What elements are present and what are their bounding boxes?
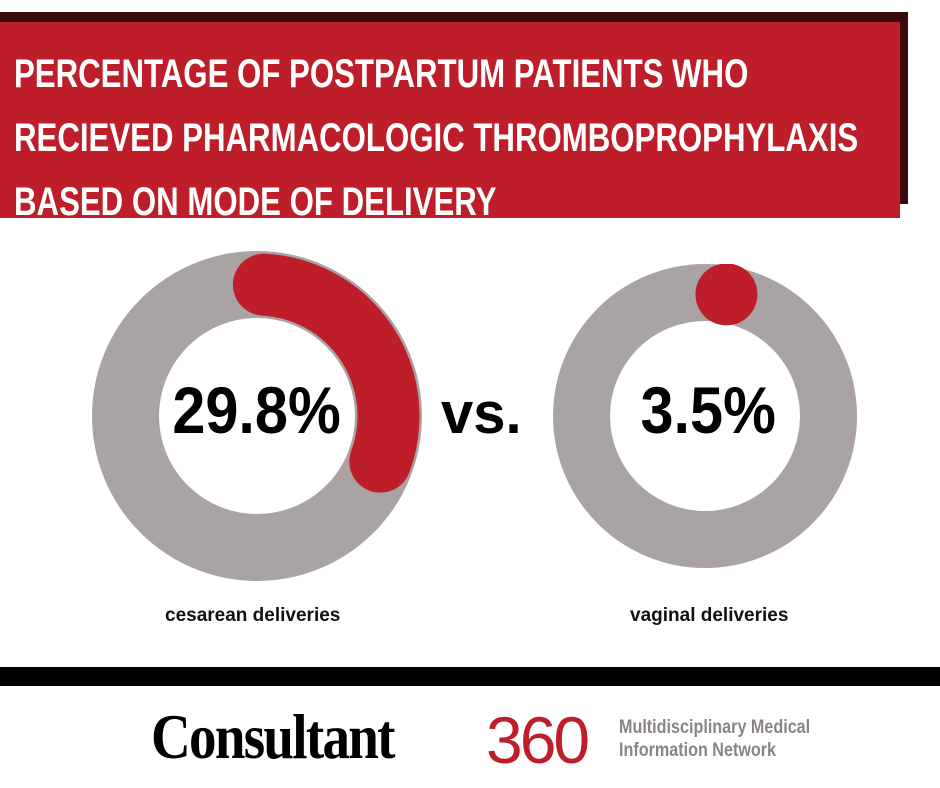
logo-wordmark: Consultant bbox=[151, 701, 396, 772]
title-line-3: BASED ON MODE OF DELIVERY bbox=[14, 180, 497, 224]
title-line-1: PERCENTAGE OF POSTPARTUM PATIENTS WHO bbox=[14, 52, 749, 96]
donut-cesarean bbox=[92, 251, 422, 581]
caption-vaginal: vaginal deliveries bbox=[630, 605, 789, 626]
donut-vaginal bbox=[553, 264, 857, 568]
logo-tagline: Multidisciplinary Medical Information Ne… bbox=[619, 716, 810, 762]
footer-divider bbox=[0, 667, 940, 686]
versus-label: vs. bbox=[441, 381, 522, 446]
tagline-line-2: Information Network bbox=[619, 740, 777, 761]
ring-value-arc bbox=[94, 253, 420, 579]
ring-value-arc bbox=[553, 264, 857, 568]
logo-number: 360 bbox=[486, 703, 590, 777]
title-banner: PERCENTAGE OF POSTPARTUM PATIENTS WHO RE… bbox=[0, 22, 900, 224]
caption-cesarean-label: cesarean deliveries bbox=[165, 605, 341, 626]
value-label-cesarean: 29.8% bbox=[172, 373, 341, 447]
tagline-line-1: Multidisciplinary Medical bbox=[619, 717, 811, 738]
title-line-2: RECIEVED PHARMACOLOGIC THROMBOPROPHYLAXI… bbox=[14, 116, 859, 160]
value-label-vaginal: 3.5% bbox=[640, 373, 776, 447]
